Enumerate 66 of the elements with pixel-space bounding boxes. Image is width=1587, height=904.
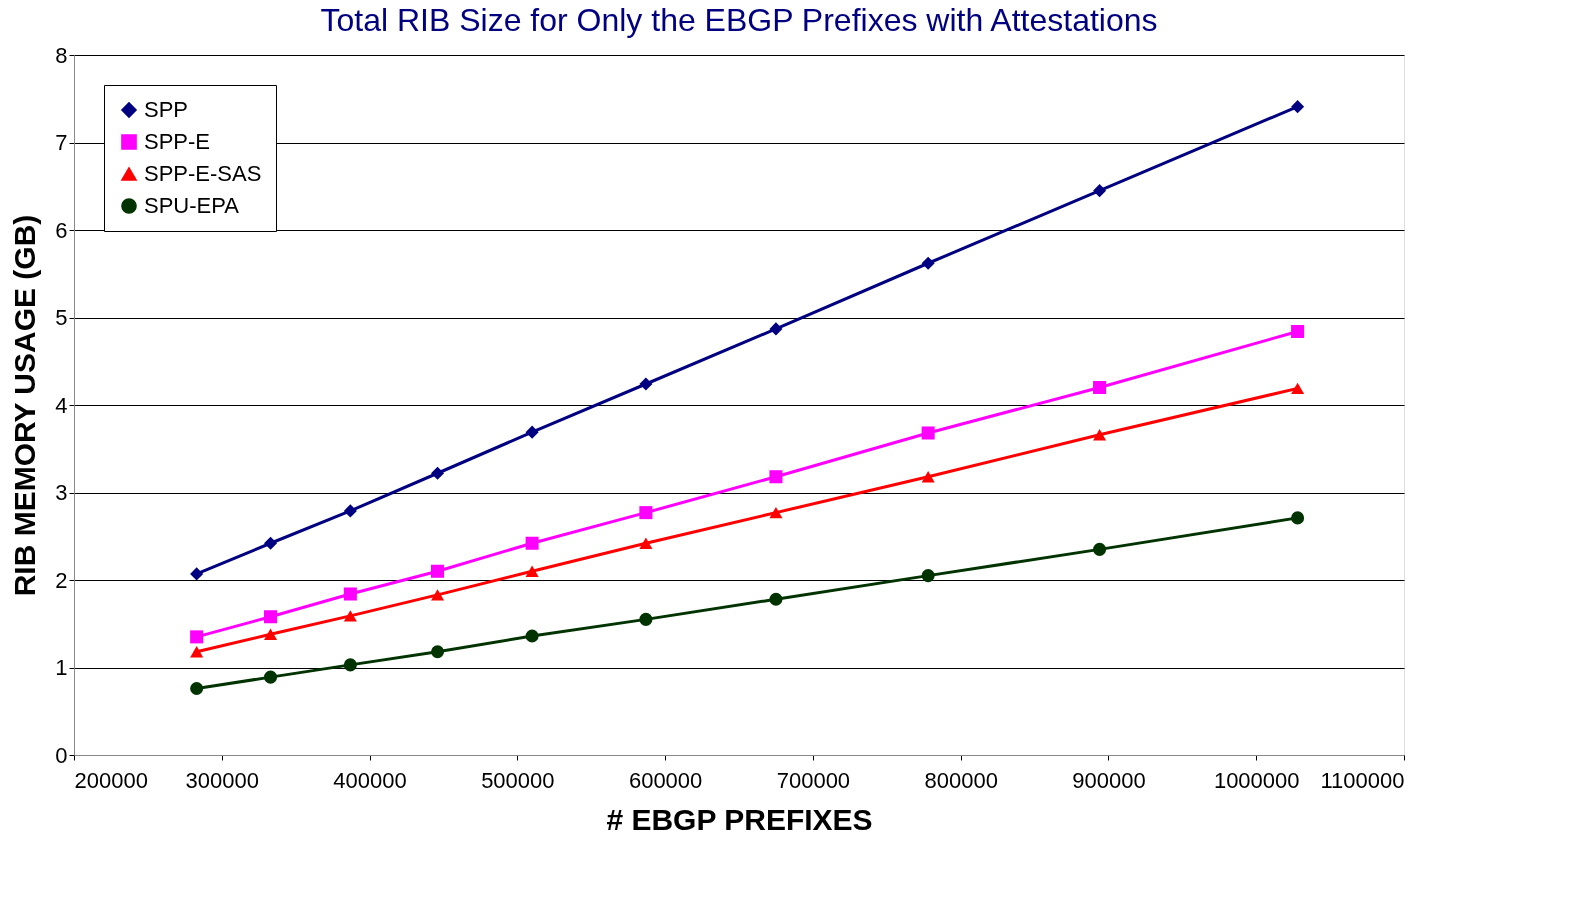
y-tick-label: 5 (55, 305, 68, 330)
point (431, 589, 445, 601)
point (1291, 324, 1305, 339)
point (190, 567, 204, 581)
x-tick-label: 1000000 (1213, 767, 1300, 793)
y-tick-label: 4 (55, 392, 68, 418)
x-axis-title: # EBGP PREFIXES (606, 802, 873, 836)
point (639, 377, 653, 391)
legend-label: SPP-E (144, 129, 211, 154)
y-tick-label: 1 (55, 655, 68, 680)
x-tick-label: 1100000 (1320, 767, 1405, 793)
point (525, 425, 539, 439)
x-tick-label: 200000 (74, 767, 148, 793)
legend-label: SPU-EPA (144, 193, 240, 218)
legend-label: SPP-E-SAS (144, 161, 262, 186)
y-axis-title: RIB MEMORY USAGE (GB) (8, 214, 42, 597)
point (264, 536, 278, 550)
legend-label: SPP (144, 97, 189, 122)
y-tick-label: 8 (55, 42, 68, 68)
x-tick-label: 500000 (481, 767, 555, 793)
point (343, 504, 357, 518)
point (525, 536, 539, 550)
point (921, 426, 935, 440)
point (343, 658, 357, 672)
point (1291, 382, 1305, 395)
point (639, 612, 653, 626)
x-tick-label: 600000 (628, 767, 703, 793)
x-tick-label: 700000 (776, 767, 851, 793)
y-tick-label: 0 (55, 742, 68, 768)
point (264, 610, 278, 624)
point (921, 471, 935, 483)
point (769, 506, 783, 519)
y-tick-label: 7 (55, 130, 68, 155)
y-tick-label: 6 (55, 217, 68, 243)
x-tick-label: 300000 (185, 767, 259, 793)
point (639, 506, 653, 520)
chart-title: Total RIB Size for Only the EBGP Prefixes with Attestations (320, 2, 1158, 38)
point (431, 466, 445, 480)
point (769, 470, 783, 484)
point (1093, 429, 1107, 441)
point (190, 646, 204, 658)
point (1093, 542, 1107, 556)
point (639, 537, 653, 549)
point (1291, 100, 1305, 114)
x-tick-label: 900000 (1072, 767, 1146, 793)
point (264, 628, 278, 640)
point (921, 256, 935, 270)
y-tick-label: 2 (55, 567, 68, 593)
point (343, 610, 357, 622)
point (769, 322, 783, 336)
point (769, 592, 783, 606)
point (264, 670, 278, 684)
point (343, 587, 357, 601)
point (190, 630, 204, 644)
x-tick-label: 400000 (333, 767, 407, 793)
x-tick-label: 800000 (924, 767, 998, 793)
point (190, 681, 204, 696)
point (1093, 184, 1107, 198)
point (525, 565, 539, 577)
point (525, 629, 539, 643)
point (431, 645, 445, 659)
y-tick-label: 3 (55, 480, 68, 505)
point (1093, 380, 1107, 395)
point (1291, 511, 1305, 525)
point (921, 569, 935, 583)
point (431, 564, 445, 578)
